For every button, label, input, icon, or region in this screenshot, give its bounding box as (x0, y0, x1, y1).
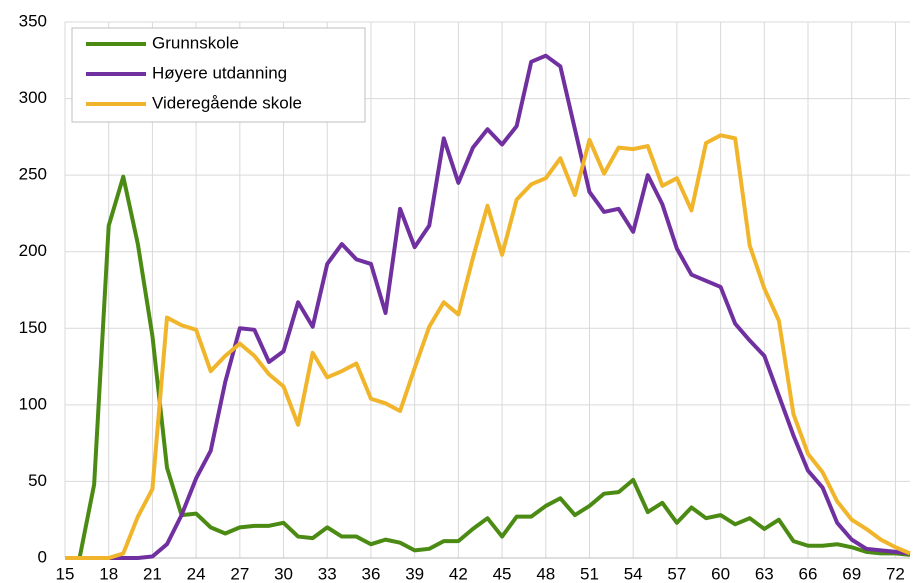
series-line (65, 133, 911, 560)
y-tick-label: 200 (19, 241, 47, 260)
x-tick-label: 33 (318, 564, 337, 583)
x-tick-label: 15 (56, 564, 75, 583)
series-line (65, 53, 911, 560)
y-tick-label: 300 (19, 88, 47, 107)
x-tick-label: 30 (274, 564, 293, 583)
y-tick-label: 0 (38, 547, 47, 566)
x-tick-label: 24 (187, 564, 206, 583)
x-tick-label: 42 (449, 564, 468, 583)
x-tick-label: 57 (667, 564, 686, 583)
x-tick-label: 72 (886, 564, 905, 583)
x-tick-label: 60 (711, 564, 730, 583)
x-tick-label: 45 (493, 564, 512, 583)
x-tick-label: 69 (842, 564, 861, 583)
y-tick-label: 350 (19, 11, 47, 30)
y-tick-label: 50 (28, 471, 47, 490)
y-tick-label: 150 (19, 318, 47, 337)
x-tick-label: 66 (799, 564, 818, 583)
x-tick-label: 39 (405, 564, 424, 583)
x-tick-label: 51 (580, 564, 599, 583)
x-tick-label: 21 (143, 564, 162, 583)
x-tick-label: 54 (624, 564, 643, 583)
x-tick-label: 27 (230, 564, 249, 583)
x-tick-label: 18 (99, 564, 118, 583)
x-tick-label: 48 (536, 564, 555, 583)
legend-label: Videregående skole (152, 93, 302, 112)
legend-label: Grunnskole (152, 33, 239, 52)
y-tick-label: 250 (19, 165, 47, 184)
y-tick-label: 100 (19, 394, 47, 413)
x-tick-label: 36 (361, 564, 380, 583)
x-tick-label: 63 (755, 564, 774, 583)
legend-label: Høyere utdanning (152, 63, 287, 82)
series-line (65, 174, 911, 560)
legend: Grunnskole Høyere utdanning Videregående s… (71, 27, 366, 123)
